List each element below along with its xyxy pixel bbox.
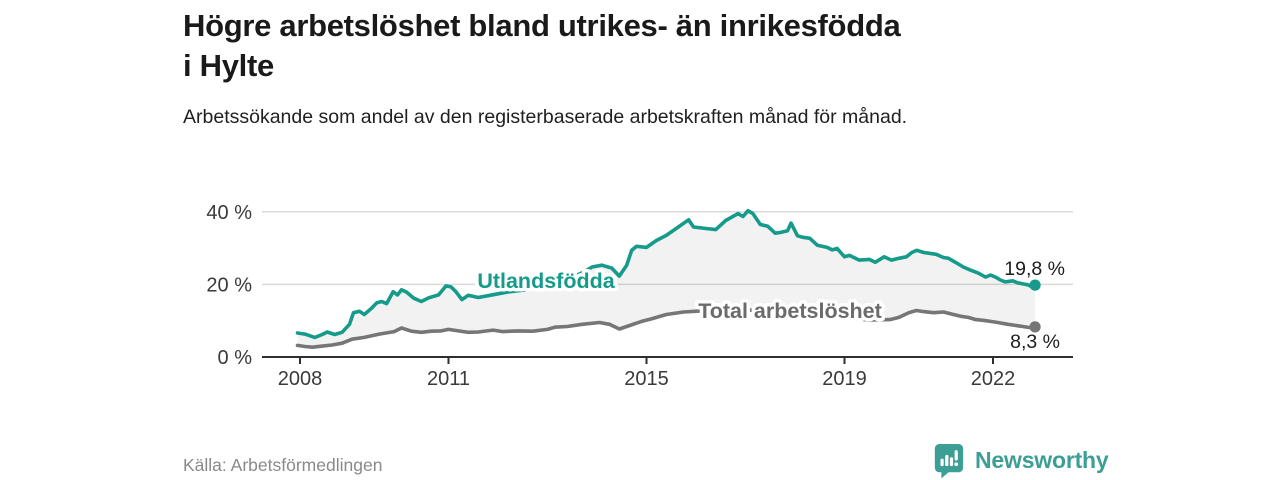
x-tick-label: 2011 bbox=[427, 368, 470, 390]
end-dot-utlandsfodda bbox=[1029, 279, 1041, 291]
chart-title: Högre arbetslöshet bland utrikes- än inr… bbox=[183, 8, 901, 83]
series-line-total bbox=[295, 307, 1037, 350]
brand-name: Newsworthy bbox=[975, 447, 1109, 473]
x-tick-label: 2022 bbox=[971, 368, 1016, 390]
end-dot-total bbox=[1029, 321, 1041, 333]
series-band-fill bbox=[297, 210, 1036, 348]
x-tick-label: 2015 bbox=[624, 368, 669, 390]
y-tick-label: 20 % bbox=[206, 274, 252, 296]
series-label-total: Total arbetslöshet bbox=[698, 299, 882, 323]
series-label-utlandsfodda: Utlandsfödda bbox=[477, 269, 615, 293]
series-line-utlandsfodda bbox=[295, 208, 1037, 340]
chart-subtitle: Arbetssökande som andel av den registerb… bbox=[183, 106, 908, 128]
end-value-utlandsfodda: 19,8 % bbox=[1004, 258, 1065, 280]
header: Högre arbetslöshet bland utrikes- än inr… bbox=[183, 6, 908, 132]
source-note: Källa: Arbetsförmedlingen bbox=[183, 455, 383, 475]
x-tick-label: 2019 bbox=[822, 368, 867, 390]
x-tick-label: 2008 bbox=[278, 368, 323, 390]
newsworthy-bubble-icon bbox=[934, 444, 964, 479]
y-tick-label: 0 % bbox=[218, 347, 253, 369]
end-value-total: 8,3 % bbox=[1010, 331, 1060, 353]
y-tick-label: 40 % bbox=[206, 202, 252, 224]
brand-logo: Newsworthy bbox=[932, 442, 1109, 479]
